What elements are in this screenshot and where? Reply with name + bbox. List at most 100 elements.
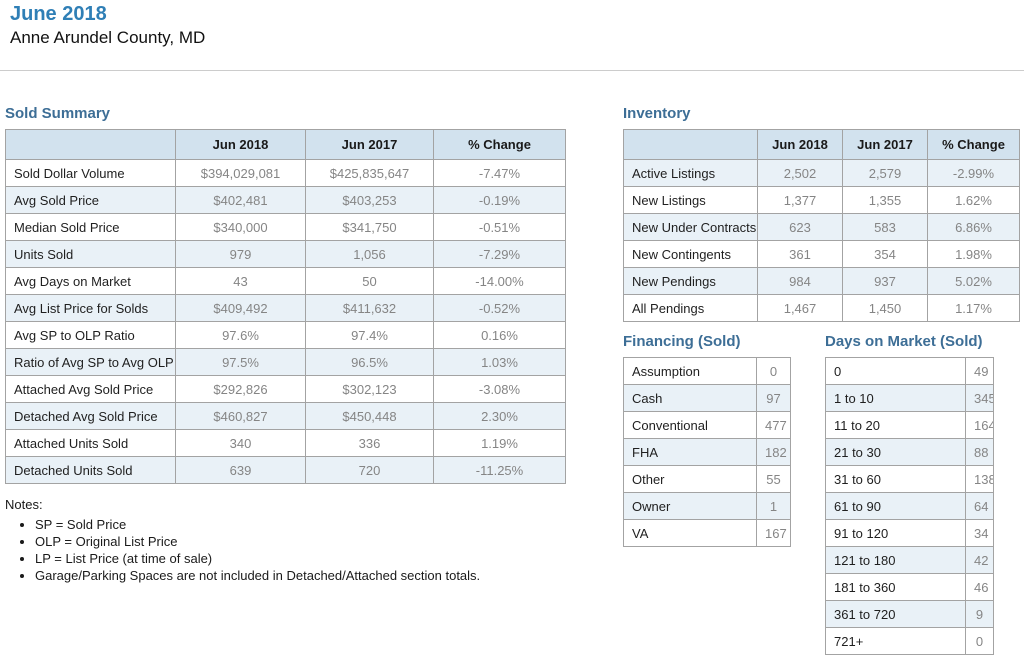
cell-jun2017: 1,450 [842, 294, 928, 322]
column-header-blank [623, 129, 758, 160]
cell-value: 97 [756, 384, 791, 412]
row-label: Owner [623, 492, 757, 520]
row-label: 121 to 180 [825, 546, 966, 574]
row-label: Units Sold [5, 240, 176, 268]
cell-change: 1.17% [927, 294, 1020, 322]
cell-jun2018: 1,377 [757, 186, 843, 214]
table-row: Owner 1 [623, 492, 791, 520]
row-label: Avg Sold Price [5, 186, 176, 214]
cell-value: 55 [756, 465, 791, 493]
row-label: Active Listings [623, 159, 758, 187]
table-row: Assumption 0 [623, 357, 791, 385]
cell-change: 1.19% [433, 429, 566, 457]
cell-jun2017: 354 [842, 240, 928, 268]
column-header-blank [5, 129, 176, 160]
cell-jun2017: $425,835,647 [305, 159, 434, 187]
cell-jun2018: $292,826 [175, 375, 306, 403]
cell-change: -0.52% [433, 294, 566, 322]
cell-value: 138 [965, 465, 994, 493]
cell-jun2017: 50 [305, 267, 434, 295]
row-label: Avg SP to OLP Ratio [5, 321, 176, 349]
cell-jun2017: 1,355 [842, 186, 928, 214]
row-label: All Pendings [623, 294, 758, 322]
cell-value: 49 [965, 357, 994, 385]
row-label: New Contingents [623, 240, 758, 268]
cell-jun2018: 340 [175, 429, 306, 457]
cell-jun2017: 1,056 [305, 240, 434, 268]
inventory-table: Jun 2018 Jun 2017 % Change Active Listin… [623, 129, 1020, 322]
table-row: Median Sold Price $340,000 $341,750 -0.51% [5, 213, 566, 241]
sold-summary-table: Jun 2018 Jun 2017 % Change Sold Dollar V… [5, 129, 566, 484]
row-label: New Under Contracts [623, 213, 758, 241]
row-label: 21 to 30 [825, 438, 966, 466]
table-row: 0 49 [825, 357, 994, 385]
cell-change: -14.00% [433, 267, 566, 295]
table-row: Avg List Price for Solds $409,492 $411,632… [5, 294, 566, 322]
report-header: June 2018 Anne Arundel County, MD [10, 2, 205, 50]
cell-change: 6.86% [927, 213, 1020, 241]
table-row: New Under Contracts 623 583 6.86% [623, 213, 1020, 241]
notes-list: SP = Sold PriceOLP = Original List Price… [35, 516, 565, 584]
row-label: Conventional [623, 411, 757, 439]
row-label: 0 [825, 357, 966, 385]
cell-value: 477 [756, 411, 791, 439]
table-row: VA 167 [623, 519, 791, 547]
table-row: Units Sold 979 1,056 -7.29% [5, 240, 566, 268]
column-header-jun2017: Jun 2017 [305, 129, 434, 160]
cell-jun2017: 720 [305, 456, 434, 484]
table-row: 181 to 360 46 [825, 573, 994, 601]
row-label: Attached Avg Sold Price [5, 375, 176, 403]
row-label: Avg List Price for Solds [5, 294, 176, 322]
row-label: 61 to 90 [825, 492, 966, 520]
note-item: SP = Sold Price [35, 516, 565, 533]
financing-section: Financing (Sold) Assumption 0 Cash 97 Conven… [623, 332, 791, 547]
cell-jun2018: $340,000 [175, 213, 306, 241]
cell-jun2018: 361 [757, 240, 843, 268]
note-item: OLP = Original List Price [35, 533, 565, 550]
cell-jun2018: 97.5% [175, 348, 306, 376]
cell-value: 9 [965, 600, 994, 628]
cell-jun2018: 2,502 [757, 159, 843, 187]
column-header-jun2018: Jun 2018 [175, 129, 306, 160]
cell-value: 182 [756, 438, 791, 466]
financing-table: Assumption 0 Cash 97 Conventional 477 FHA 182 Ot… [623, 357, 791, 547]
cell-change: -2.99% [927, 159, 1020, 187]
header-divider [0, 70, 1024, 71]
cell-jun2017: $450,448 [305, 402, 434, 430]
table-row: Other 55 [623, 465, 791, 493]
column-header-jun2017: Jun 2017 [842, 129, 928, 160]
row-label: Detached Avg Sold Price [5, 402, 176, 430]
cell-jun2017: 583 [842, 213, 928, 241]
row-label: Median Sold Price [5, 213, 176, 241]
cell-jun2017: 2,579 [842, 159, 928, 187]
table-row: Cash 97 [623, 384, 791, 412]
cell-value: 88 [965, 438, 994, 466]
cell-value: 164 [965, 411, 994, 439]
table-row: All Pendings 1,467 1,450 1.17% [623, 294, 1020, 322]
table-row: 21 to 30 88 [825, 438, 994, 466]
column-header-change: % Change [927, 129, 1020, 160]
row-label: Ratio of Avg SP to Avg OLP [5, 348, 176, 376]
cell-change: 1.03% [433, 348, 566, 376]
row-label: Avg Days on Market [5, 267, 176, 295]
cell-change: -11.25% [433, 456, 566, 484]
table-header-row: Jun 2018 Jun 2017 % Change [5, 129, 566, 160]
cell-jun2018: $409,492 [175, 294, 306, 322]
row-label: New Listings [623, 186, 758, 214]
cell-change: 5.02% [927, 267, 1020, 295]
table-row: Conventional 477 [623, 411, 791, 439]
table-row: 11 to 20164 [825, 411, 994, 439]
cell-change: -0.51% [433, 213, 566, 241]
cell-jun2018: $394,029,081 [175, 159, 306, 187]
page-title: June 2018 [10, 3, 107, 25]
table-row: Sold Dollar Volume $394,029,081 $425,835,6… [5, 159, 566, 187]
cell-jun2018: 97.6% [175, 321, 306, 349]
cell-value: 1 [756, 492, 791, 520]
table-row: Attached Units Sold 340 336 1.19% [5, 429, 566, 457]
notes-title: Notes: [5, 497, 43, 512]
column-header-jun2018: Jun 2018 [757, 129, 843, 160]
cell-jun2017: 336 [305, 429, 434, 457]
table-row: 61 to 90 64 [825, 492, 994, 520]
cell-jun2018: 979 [175, 240, 306, 268]
